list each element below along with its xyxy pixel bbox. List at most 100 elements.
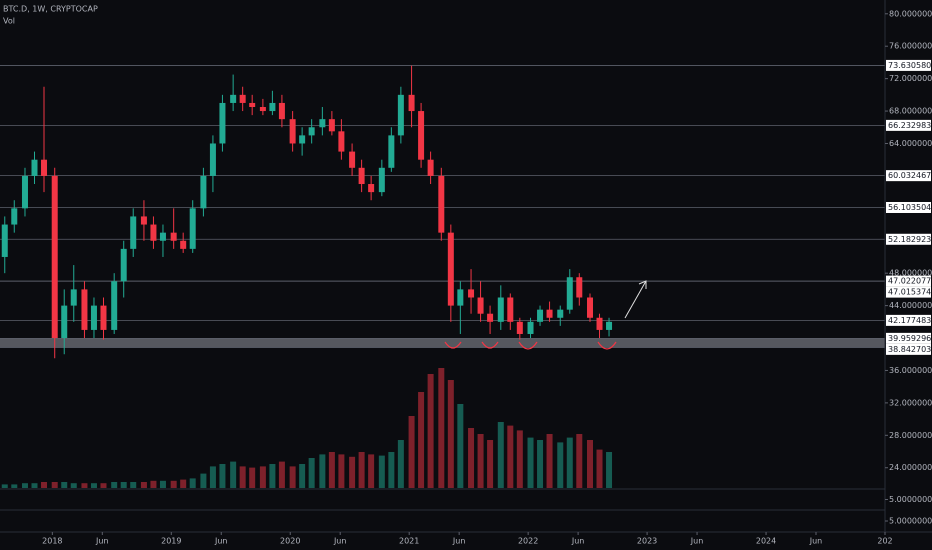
volume-bar bbox=[557, 442, 564, 488]
volume-bar bbox=[41, 482, 48, 488]
candle-body bbox=[468, 289, 475, 298]
candle-body bbox=[596, 317, 603, 330]
candle-body bbox=[289, 119, 296, 144]
x-tick-label: Jun bbox=[333, 537, 347, 546]
volume-bar bbox=[566, 437, 573, 488]
x-tick-label: 2018 bbox=[42, 537, 62, 546]
volume-bar bbox=[11, 484, 18, 488]
candle-body bbox=[438, 175, 445, 233]
x-tick-label: 202 bbox=[877, 537, 892, 546]
bottom-arc bbox=[481, 341, 499, 349]
candle-body bbox=[219, 102, 226, 144]
volume-bar bbox=[338, 454, 345, 488]
volume-bar bbox=[170, 480, 177, 488]
volume-bar bbox=[130, 482, 137, 488]
candle-body bbox=[477, 297, 484, 314]
volume-bar bbox=[537, 440, 544, 488]
arrow-shaft bbox=[624, 280, 647, 319]
level-label: 42.17748396 bbox=[888, 316, 932, 325]
candle-body bbox=[209, 143, 216, 176]
volume-bar bbox=[159, 480, 166, 488]
y-tick-label: 68.00000000 bbox=[889, 107, 932, 116]
candle-body bbox=[418, 111, 425, 160]
volume-bar bbox=[596, 449, 603, 488]
volume-bar bbox=[90, 483, 97, 488]
volume-bar bbox=[408, 416, 415, 488]
volume-label: Vol bbox=[3, 17, 15, 26]
volume-bar bbox=[81, 483, 88, 488]
candle-body bbox=[120, 248, 127, 282]
volume-bar bbox=[100, 483, 107, 488]
candle-body bbox=[516, 321, 523, 334]
x-tick-label: Jun bbox=[452, 537, 466, 546]
candle-body bbox=[269, 102, 276, 112]
candle-body bbox=[587, 297, 593, 318]
y-tick-label: 24.00000000 bbox=[889, 463, 932, 472]
chart-title: BTC.D, 1W, CRYPTOCAP bbox=[3, 5, 98, 14]
candle-body bbox=[576, 277, 583, 298]
candle-body bbox=[349, 151, 356, 168]
volume-bar bbox=[269, 464, 276, 488]
candle-body bbox=[130, 216, 137, 249]
candle-body bbox=[100, 305, 107, 330]
level-layer bbox=[0, 65, 885, 348]
volume-bar bbox=[507, 425, 514, 488]
level-label-box bbox=[886, 343, 931, 355]
volume-bar bbox=[418, 392, 425, 488]
volume-bar bbox=[587, 440, 593, 488]
y-tick-label: 72.00000000 bbox=[889, 74, 932, 83]
candle-body bbox=[180, 240, 187, 249]
arrow-head bbox=[638, 280, 647, 289]
volume-bar bbox=[576, 434, 583, 488]
candle-body bbox=[278, 102, 285, 120]
level-label: 52.18292396 bbox=[888, 235, 932, 244]
candle-body bbox=[170, 232, 177, 241]
x-tick-label: 2020 bbox=[280, 537, 300, 546]
volume-bar bbox=[200, 473, 207, 488]
level-label-box bbox=[886, 233, 931, 245]
candle-body bbox=[388, 135, 395, 168]
volume-bar bbox=[349, 456, 356, 488]
candle-body bbox=[299, 135, 306, 144]
pane-tick-label: 5.00000000 bbox=[889, 495, 932, 504]
pane-tick-label: 5.00000000 bbox=[889, 517, 932, 526]
y-tick-label: 28.00000000 bbox=[889, 431, 932, 440]
candle-body bbox=[397, 94, 404, 136]
volume-bar bbox=[427, 374, 434, 488]
arrow bbox=[624, 280, 647, 319]
level-label: 47.01537475 bbox=[888, 288, 932, 297]
candle-body bbox=[230, 94, 237, 103]
volume-bar bbox=[259, 466, 266, 488]
candle-body bbox=[527, 321, 534, 334]
volume-bar bbox=[180, 479, 187, 488]
candle-body bbox=[487, 313, 494, 322]
volume-bar bbox=[438, 368, 445, 488]
candle-body bbox=[111, 281, 118, 330]
level-label: 60.03246776 bbox=[888, 171, 932, 180]
volume-bar bbox=[21, 483, 28, 488]
y-tick-label: 80.00000000 bbox=[889, 9, 932, 18]
volume-bar bbox=[61, 482, 68, 488]
x-tick-label: 2022 bbox=[518, 537, 538, 546]
candle-body bbox=[566, 277, 573, 310]
x-tick-label: Jun bbox=[690, 537, 704, 546]
level-label: 47.02207768 bbox=[888, 277, 932, 286]
volume-bar bbox=[120, 482, 127, 488]
level-label: 38.84270362 bbox=[888, 345, 932, 354]
candle-body bbox=[259, 107, 266, 112]
volume-bar bbox=[328, 452, 335, 488]
volume-bar bbox=[219, 464, 226, 488]
candle-body bbox=[308, 127, 315, 136]
axis-layer: 80.00000000 76.00000000 72.00000000 68.0000… bbox=[42, 9, 932, 545]
volume-bar bbox=[299, 464, 306, 488]
volume-bar bbox=[527, 437, 534, 488]
candle-body bbox=[61, 305, 68, 339]
level-label-box bbox=[886, 119, 931, 131]
level-label: 73.63058033 bbox=[888, 61, 932, 70]
volume-bar bbox=[249, 467, 256, 488]
candle-body bbox=[427, 159, 434, 176]
y-tick-label: 32.00000000 bbox=[889, 398, 932, 407]
y-tick-label: 48.00000000 bbox=[889, 269, 932, 278]
volume-bar bbox=[477, 434, 484, 488]
